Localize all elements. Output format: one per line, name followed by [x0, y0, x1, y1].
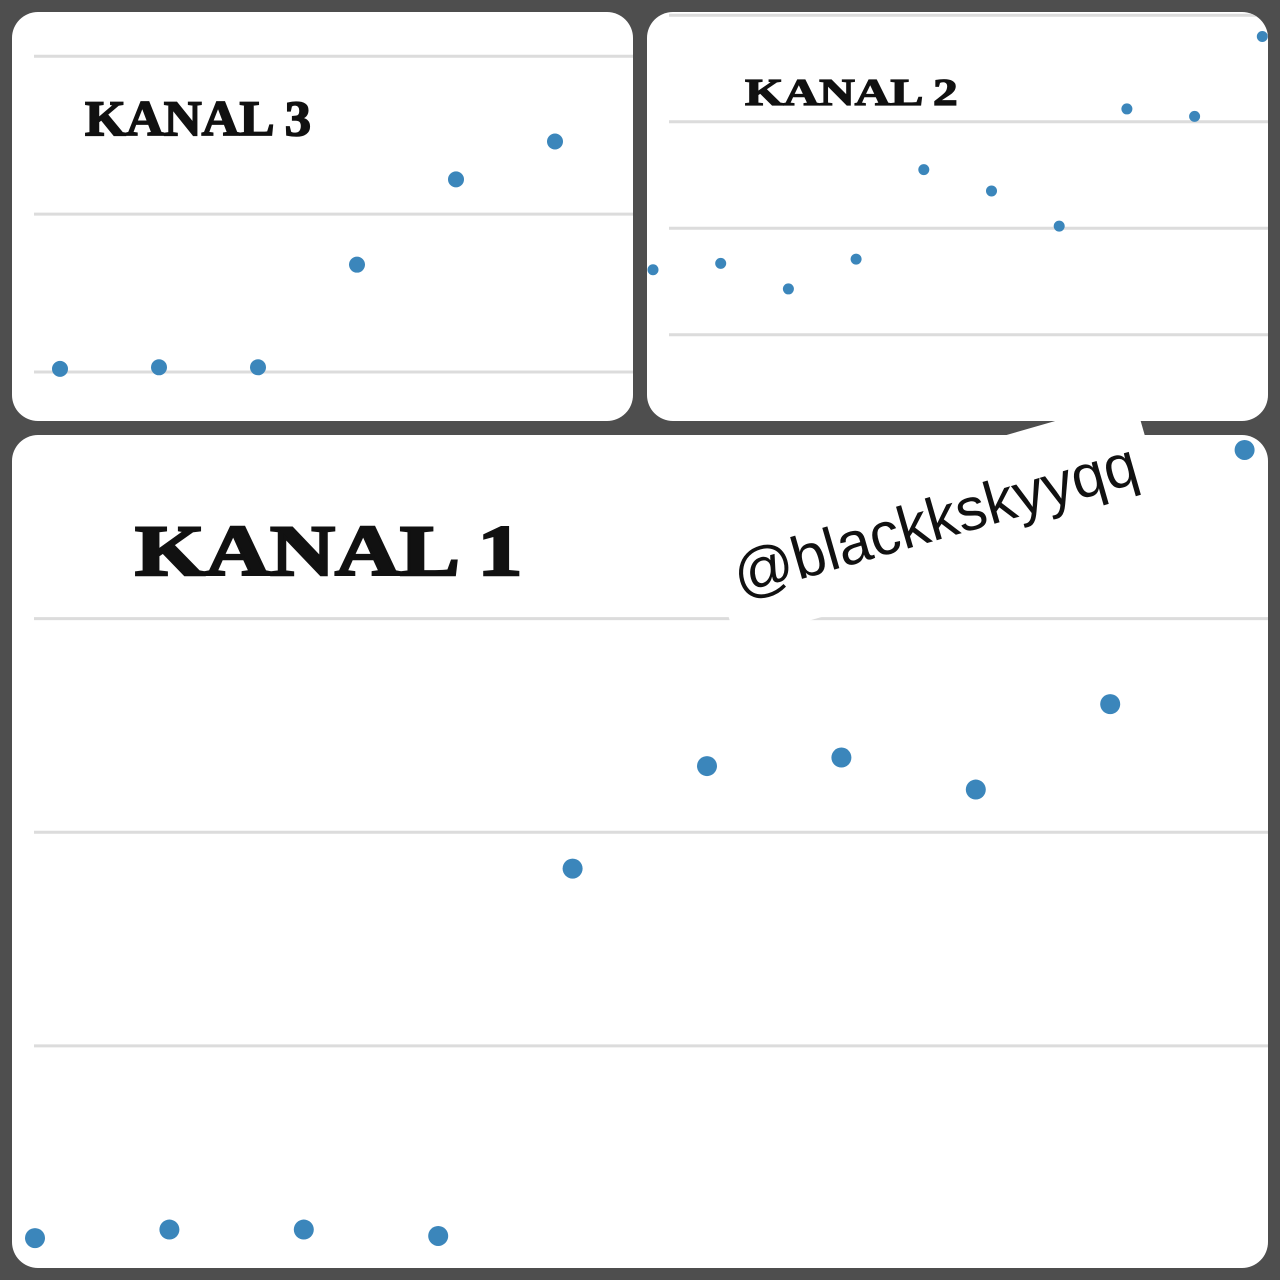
- watermark-background: [703, 399, 1167, 641]
- data-point: [547, 133, 563, 150]
- data-point: [1189, 110, 1201, 122]
- panel-background: [647, 12, 1268, 421]
- chart-panel: KANAL 1: [12, 435, 1268, 1268]
- data-point: [25, 1228, 45, 1249]
- data-point: [831, 747, 852, 768]
- data-point: [1100, 694, 1121, 715]
- data-point: [159, 1219, 180, 1240]
- chart-panel: KANAL 2: [647, 12, 1268, 421]
- chart-title: KANAL 1: [135, 511, 522, 591]
- panel-background: [12, 12, 633, 421]
- data-point: [782, 283, 794, 295]
- data-point: [52, 360, 68, 377]
- data-point: [250, 359, 266, 376]
- data-point: [428, 1225, 449, 1246]
- data-point: [349, 256, 365, 273]
- data-point: [697, 756, 717, 777]
- data-point: [715, 257, 727, 269]
- chart-title: KANAL 3: [85, 91, 311, 147]
- data-point: [448, 171, 464, 188]
- data-point: [151, 359, 167, 376]
- data-point: [1053, 220, 1065, 232]
- chart-panel: KANAL 3: [12, 12, 633, 421]
- data-point: [562, 858, 583, 879]
- chart-title: KANAL 2: [745, 71, 958, 113]
- panel-background: [12, 435, 1268, 1268]
- data-point: [1234, 439, 1255, 460]
- data-point: [1256, 30, 1268, 42]
- data-point: [1121, 103, 1133, 115]
- data-point: [850, 253, 862, 265]
- data-point: [986, 185, 997, 197]
- data-point: [918, 164, 930, 176]
- data-point: [965, 779, 986, 800]
- data-point: [293, 1219, 314, 1240]
- data-point: [647, 264, 659, 276]
